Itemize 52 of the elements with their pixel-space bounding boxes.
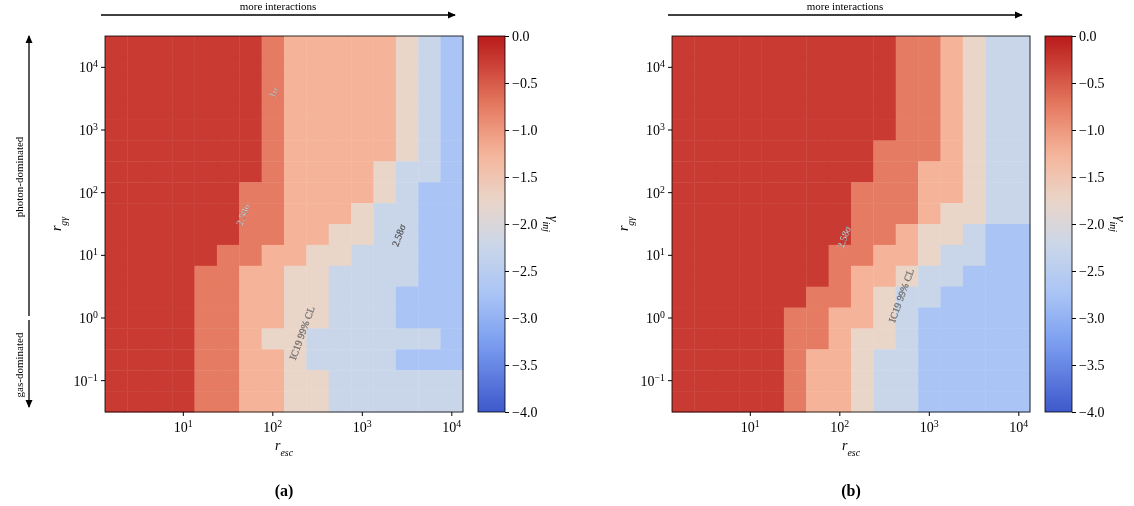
color-bar-label: −1.0	[1079, 122, 1105, 138]
x-tick-label: 10$^{3}$	[352, 417, 372, 435]
color-bar-label: −0.5	[1079, 75, 1105, 91]
y-tick-label: 10$^{−1}$	[640, 371, 666, 389]
x-axis-title: r$_{esc}$	[842, 438, 861, 458]
annotation: 2.58σ	[834, 223, 854, 250]
y-tick-label: 10$^{3}$	[646, 120, 666, 138]
color-bar-label: −2.0	[512, 216, 538, 232]
x-tick-label: 10$^{1}$	[740, 417, 760, 435]
text: (a)	[274, 482, 294, 500]
color-bar-label: −3.5	[1079, 357, 1105, 373]
x-tick-label: 10$^{4}$	[442, 417, 462, 435]
annotation: 1σ	[266, 85, 281, 100]
annotation: IC19 99% CL	[287, 304, 317, 362]
text: (b)	[841, 482, 861, 500]
annotation: 2.58σ	[233, 201, 253, 228]
color-bar-label: −2.5	[512, 263, 538, 279]
y-tick-label: 10$^{1}$	[646, 245, 666, 264]
x-tick-label: 10$^{1}$	[173, 417, 193, 435]
annotation: IC19 99% CL	[886, 267, 916, 324]
text: more interactions	[239, 0, 317, 12]
color-bar-label: −1.0	[512, 122, 538, 138]
y-tick-label: 10$^{0}$	[646, 308, 666, 326]
y-tick-label: 10$^{4}$	[646, 57, 666, 76]
text: more interactions	[806, 0, 884, 12]
color-bar-label: 0.0	[512, 28, 530, 44]
x-tick-label: 10$^{3}$	[919, 417, 939, 435]
color-bar-label: −4.0	[512, 404, 538, 420]
x-tick-label: 10$^{2}$	[830, 417, 850, 435]
y-tick-label: 10$^{4}$	[79, 57, 99, 76]
y-tick-label: 10$^{0}$	[79, 308, 99, 326]
color-bar-label: −3.0	[512, 310, 538, 326]
y-tick-label: 10$^{3}$	[79, 120, 99, 138]
color-bar-label: 0.0	[1079, 28, 1097, 44]
color-bar-label: −2.0	[1079, 216, 1105, 232]
annotation: 2.58σ	[389, 222, 408, 248]
color-bar-label: −1.5	[1079, 169, 1105, 185]
text: gas-dominated	[13, 332, 25, 398]
color-bar-label: −2.5	[1079, 263, 1105, 279]
x-tick-label: 10$^{4}$	[1009, 417, 1029, 435]
x-axis-title: r$_{esc}$	[275, 438, 294, 458]
y-tick-label: 10$^{2}$	[79, 183, 99, 201]
color-bar-label: −3.0	[1079, 310, 1105, 326]
color-bar-label: −0.5	[512, 75, 538, 91]
y-tick-label: 10$^{1}$	[79, 245, 99, 264]
y-tick-label: 10$^{−1}$	[73, 371, 99, 389]
x-tick-label: 10$^{2}$	[263, 417, 283, 435]
color-bar-label: −1.5	[512, 169, 538, 185]
y-tick-label: 10$^{2}$	[646, 183, 666, 201]
text: photon-dominated	[13, 136, 25, 218]
color-bar-label: −3.5	[512, 357, 538, 373]
color-bar-label: −4.0	[1079, 404, 1105, 420]
